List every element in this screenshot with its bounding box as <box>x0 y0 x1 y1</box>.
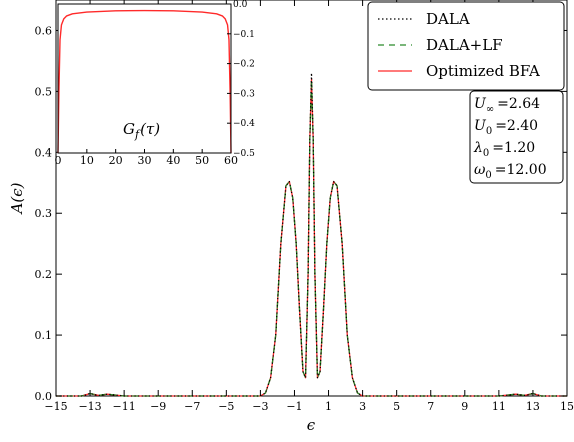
inset-x-tick-label: 0 <box>55 154 62 167</box>
x-tick-label: 7 <box>427 400 434 413</box>
y-tick-label: 0.0 <box>35 390 53 403</box>
x-tick-label: 11 <box>492 400 506 413</box>
x-tick-label: −3 <box>252 400 268 413</box>
inset-x-ticks: 0 10 20 30 40 50 60 <box>55 149 238 167</box>
y-axis-ticks: 0.0 0.1 0.2 0.3 0.4 0.5 0.6 <box>35 24 567 403</box>
inset-y-tick-label: −0.4 <box>233 119 255 129</box>
legend-box <box>367 1 565 91</box>
inset-y-ticks: 0.0 −0.1 −0.2 −0.3 −0.4 −0.5 <box>227 0 255 159</box>
x-tick-label: −13 <box>78 400 101 413</box>
x-tick-label: 5 <box>393 400 400 413</box>
inset-y-tick-label: −0.1 <box>233 30 255 40</box>
y-tick-label: 0.1 <box>35 329 53 342</box>
inset-x-tick-label: 60 <box>224 154 238 167</box>
inset-label: Gf(τ) <box>123 120 160 141</box>
x-tick-label: −9 <box>150 400 166 413</box>
x-tick-label: 1 <box>325 400 332 413</box>
param-u-zero: U0 =2.40 <box>474 118 538 137</box>
x-tick-label: 15 <box>560 400 574 413</box>
inset-x-tick-label: 50 <box>195 154 209 167</box>
x-axis-label: ϵ <box>307 416 316 434</box>
x-axis-ticks: −15 −13 −11 −9 −7 −5 −3 −1 1 3 5 7 9 11 13 15 <box>44 0 574 413</box>
legend-label-dala-lf: DALA+LF <box>426 36 503 54</box>
x-tick-label: −7 <box>184 400 200 413</box>
inset-y-tick-label: −0.2 <box>233 60 255 70</box>
y-tick-label: 0.5 <box>35 85 53 98</box>
inset-x-tick-label: 30 <box>138 154 152 167</box>
inset-x-tick-label: 10 <box>80 154 94 167</box>
parameter-box <box>469 90 564 184</box>
legend-label-dala: DALA <box>426 10 470 28</box>
x-tick-label: 9 <box>461 400 468 413</box>
param-lambda-zero: λ0 =1.20 <box>473 140 535 159</box>
legend-label-optimized-bfa: Optimized BFA <box>426 62 540 80</box>
param-omega-zero: ω0 =12.00 <box>474 162 547 181</box>
y-tick-label: 0.2 <box>35 268 53 281</box>
inset-series-layer <box>57 9 232 154</box>
parameter-annotation: U∞ =2.64 U0 =2.40 λ0 =1.20 ω0 =12.00 <box>469 90 564 184</box>
y-tick-label: 0.6 <box>35 24 53 37</box>
param-u-infinity: U∞ =2.64 <box>474 96 540 115</box>
inset-y-tick-label: −0.5 <box>233 149 255 159</box>
inset-x-tick-label: 40 <box>166 154 180 167</box>
inset-series-line <box>57 9 232 154</box>
y-tick-label: 0.4 <box>35 146 53 159</box>
inset-chart: 0 10 20 30 40 50 60 0.0 −0.1 −0.2 −0.3 −0.4 −0.5 Gf… <box>55 0 256 167</box>
inset-y-tick-label: −0.3 <box>233 89 255 99</box>
y-axis-label: A(ϵ) <box>8 182 26 215</box>
x-tick-label: 13 <box>526 400 540 413</box>
plot-frame <box>55 0 568 397</box>
inset-y-tick-label: 0.0 <box>233 0 248 10</box>
x-tick-label: −5 <box>218 400 234 413</box>
x-tick-label: 3 <box>359 400 366 413</box>
x-tick-label: −11 <box>113 400 136 413</box>
inset-background <box>58 4 231 153</box>
inset-x-tick-label: 20 <box>109 154 123 167</box>
legend: DALA DALA+LF Optimized BFA <box>367 1 565 91</box>
x-tick-label: −15 <box>44 400 67 413</box>
x-tick-label: −1 <box>286 400 302 413</box>
y-tick-label: 0.3 <box>35 207 53 220</box>
